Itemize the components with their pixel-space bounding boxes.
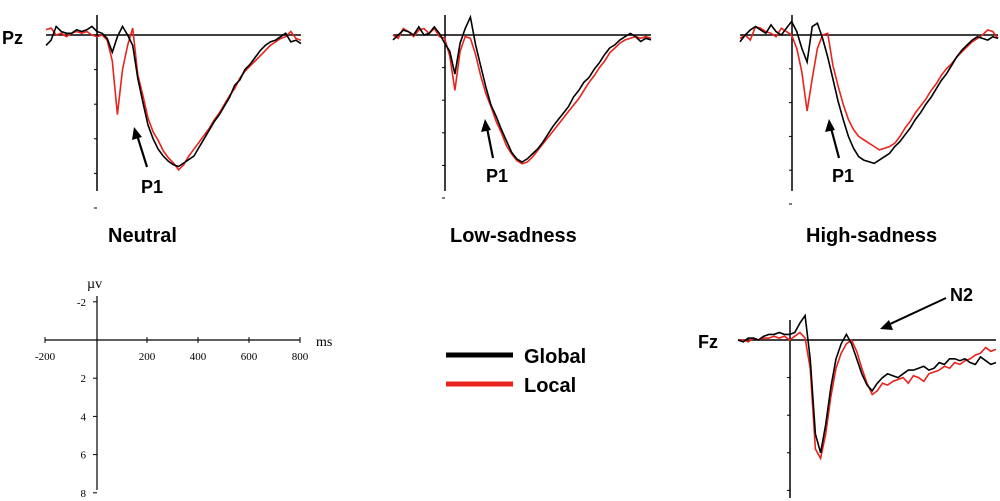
panel-pz-high-sadness: P1 High-sadness	[739, 15, 999, 247]
panel-3-annotation: P1	[832, 166, 854, 186]
panel-1-local-line	[45, 27, 302, 172]
panel-3-condition-title: High-sadness	[806, 225, 937, 247]
scale-y-tick-label: 6	[81, 450, 87, 462]
scale-y-tick-label: 2	[81, 373, 87, 385]
p1-arrow-3	[829, 127, 841, 159]
scale-x-tick-label: 400	[190, 351, 207, 363]
panel-1-condition-title: Neutral	[108, 225, 177, 247]
p1-arrow-2	[485, 127, 495, 159]
panel-2-annotation: P1	[486, 166, 508, 186]
p1-arrow-1	[135, 134, 149, 168]
electrode-label-pz: Pz	[2, 28, 23, 48]
panel-2-global-line	[392, 14, 652, 164]
n2-arrow	[887, 297, 947, 326]
panel-2-local-line	[392, 27, 652, 165]
panel-3-local-line	[739, 25, 999, 151]
scale-x-tick-label: 200	[139, 351, 156, 363]
p1-arrowhead-3	[825, 119, 835, 132]
panel-fz: Fz N2	[698, 285, 997, 498]
panel-4-local-line	[738, 331, 997, 461]
scale-y-tick-label: 4	[81, 411, 87, 423]
scale-axis: µv ms -200 200 400 600 800 -2 2 4 6 8	[35, 277, 332, 500]
scale-x-tick-label: 600	[241, 351, 258, 363]
panel-1-annotation: P1	[141, 177, 163, 197]
panel-4-global-line	[737, 313, 997, 454]
panel-1-global-line	[45, 24, 302, 168]
scale-x-tick-label: -200	[35, 351, 56, 363]
n2-arrowhead	[880, 320, 893, 330]
electrode-label-fz: Fz	[698, 332, 718, 352]
scale-y-tick-label: 8	[81, 488, 87, 500]
scale-x-tick-label: 800	[292, 351, 309, 363]
scale-x-unit: ms	[316, 335, 332, 350]
p1-arrowhead-2	[481, 119, 491, 132]
legend: Global Local	[446, 346, 586, 397]
legend-global-label: Global	[524, 346, 586, 368]
panel-pz-neutral: Pz P1 Neutral	[2, 15, 302, 247]
panel-3-global-line	[739, 20, 999, 165]
legend-local-label: Local	[524, 375, 576, 397]
panel-4-annotation: N2	[950, 285, 973, 305]
scale-y-tick-label: -2	[77, 297, 86, 309]
scale-y-unit: µv	[87, 277, 102, 292]
panel-pz-low-sadness: P1 Low-sadness	[392, 14, 652, 247]
panel-2-condition-title: Low-sadness	[450, 225, 577, 247]
p1-arrowhead-1	[132, 127, 142, 140]
